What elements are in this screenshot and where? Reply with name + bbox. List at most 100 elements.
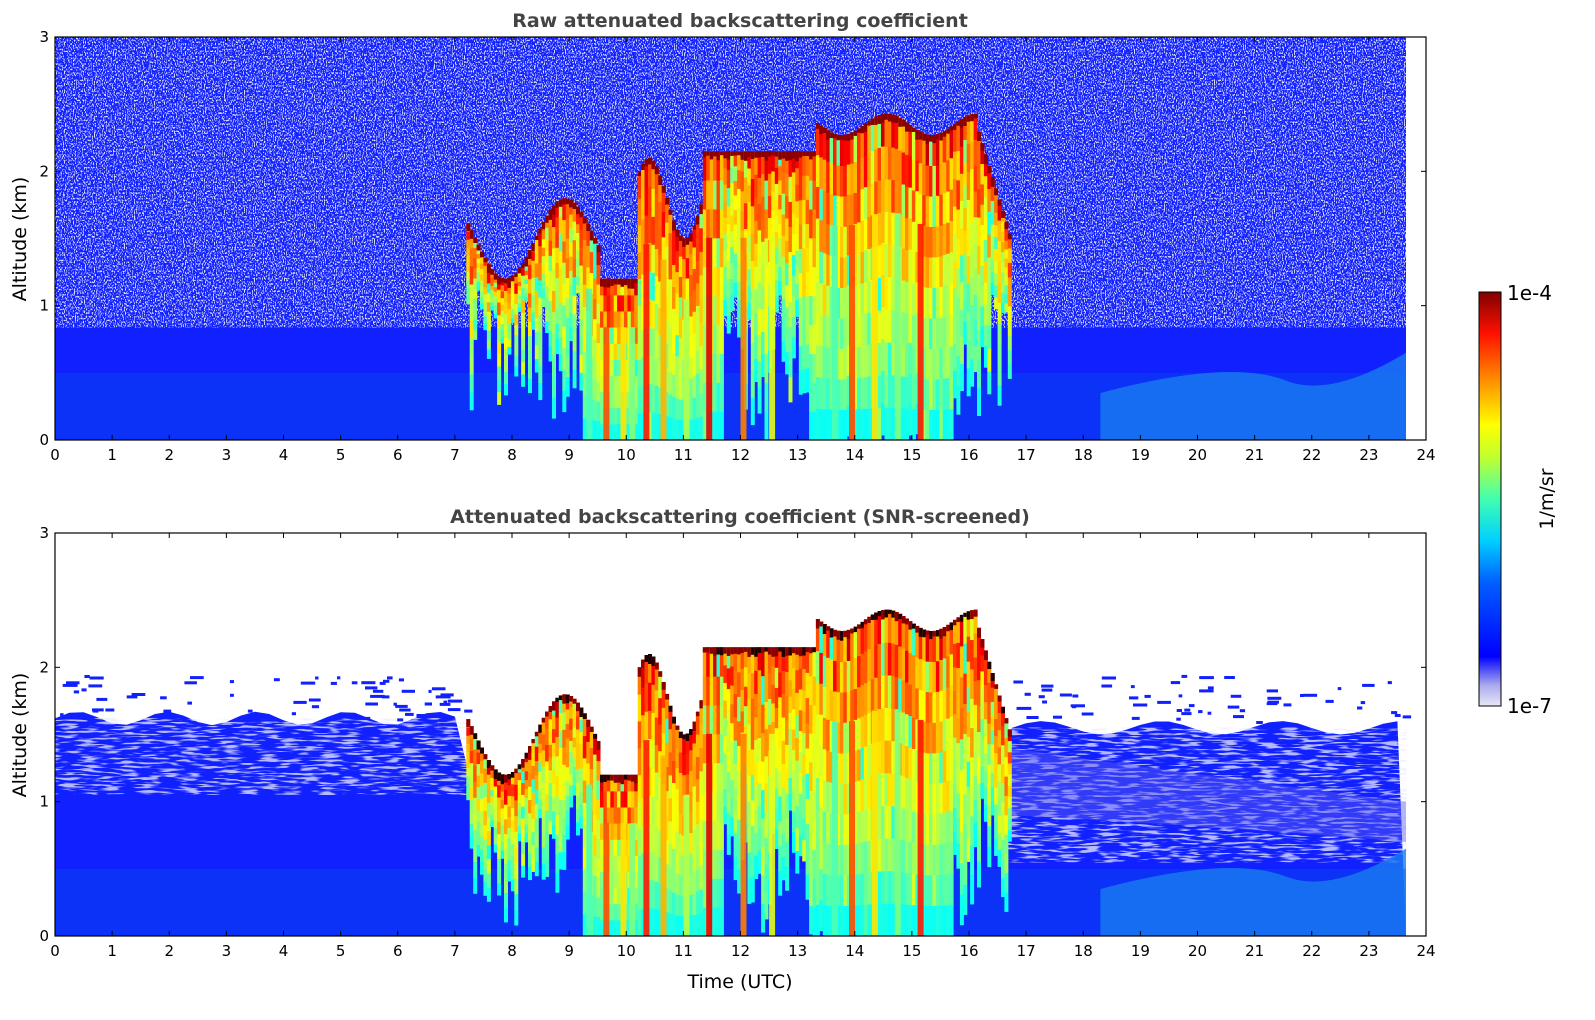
cloud-cell [959,281,964,310]
cloud-cell [798,730,803,752]
cloud-cell [514,272,519,284]
cloud-cell [716,849,721,879]
cloud-cell [754,670,759,694]
cloud-cell [469,248,474,267]
cloud-cell [922,905,927,937]
cloud-top-edge [983,154,988,165]
cloud-cell [534,818,539,833]
cloud-cell [935,905,940,937]
cloud-cell [719,878,724,908]
cloud-cell [483,881,488,896]
cloud-cell [791,192,796,214]
cloud-cell [911,686,916,718]
cloud-cell [1004,814,1009,835]
precip-shaft [871,710,878,936]
cloud-top-edge [785,647,790,656]
cloud-cell [929,631,933,662]
cloud-cell [600,423,604,441]
cloud-cell [881,178,885,211]
cloud-cell [822,408,827,441]
cloud-cell [939,347,944,379]
cloud-top-edge [870,614,875,620]
cloud-cell [541,847,546,864]
cloud-cell [600,919,604,937]
cloud-cell [946,315,951,348]
noise-patch [1144,694,1151,698]
cloud-cell [613,294,618,312]
cloud-cell [558,747,563,766]
cloud-cell [997,384,1002,406]
cloud-top-edge [1004,222,1009,229]
cloud-cell [678,399,683,420]
noise-patch [416,714,425,717]
cloud-cell [915,750,920,782]
cloud-cell [719,151,724,181]
cloud-top-edge [706,151,711,156]
cloud-cell [634,278,639,296]
cloud-cell [466,295,471,305]
cloud-cell [901,744,906,777]
cloud-cell [983,684,988,703]
cloud-cell [672,286,676,309]
cloud-cell [514,324,519,336]
cloud-cell [500,799,505,809]
cloud-cell [956,617,961,643]
cloud-cell [610,343,615,360]
cloud-cell [593,278,598,299]
cloud-cell [836,256,841,288]
cloud-cell [750,397,755,426]
noise-patch [126,695,138,699]
cloud-cell [977,302,981,331]
cloud-cell [822,377,827,410]
cloud-cell [678,895,683,916]
cloud-cell [764,891,769,920]
cloud-cell [1004,266,1009,277]
cloud-cell [932,661,937,693]
cloud-cell [795,692,800,716]
cloud-cell [624,294,628,312]
cloud-cell [507,300,512,309]
cloud-cell [761,196,766,220]
cloud-cell [922,348,927,380]
cloud-cell [970,698,975,729]
cloud-cell [767,195,772,218]
cloud-cell [942,750,947,782]
cloud-cell [473,877,478,894]
cloud-cell [678,752,683,773]
cloud-cell [490,808,495,815]
cloud-cell [983,324,988,347]
cloud-cell [915,874,920,906]
cloud-cell [922,317,927,349]
cloud-cell [959,831,964,864]
cloud-cell [750,723,755,750]
cloud-cell [541,272,546,282]
cloud-cell [716,411,721,441]
cloud-cell [815,777,820,810]
cloud-cell [521,374,526,387]
cloud-cell [500,807,505,817]
cloud-cell [733,833,738,857]
cloud-cell [555,717,560,738]
cloud-top-edge [606,278,611,288]
colorbar: 1e-4 1e-7 1/m/sr [1478,281,1558,718]
cloud-cell [757,692,762,716]
cloud-cell [665,197,670,223]
cloud-cell [980,285,985,307]
cloud-cell [829,316,834,349]
cloud-cell [757,737,762,761]
cloud-cell [531,320,536,330]
cloud-cell [942,378,947,410]
cloud-cell [935,317,940,349]
cloud-cell [665,294,670,320]
cloud-cell [764,151,769,181]
cloud-cell [915,342,920,374]
cloud-cell [651,852,656,881]
cloud-cell [730,779,735,799]
cloud-cell [966,199,971,228]
cloud-top-edge [685,237,690,245]
cloud-cell [737,770,742,796]
cloud-cell [528,746,532,760]
cloud-cell [887,805,892,839]
cloud-cell [778,180,783,195]
cloud-cell [541,750,546,767]
